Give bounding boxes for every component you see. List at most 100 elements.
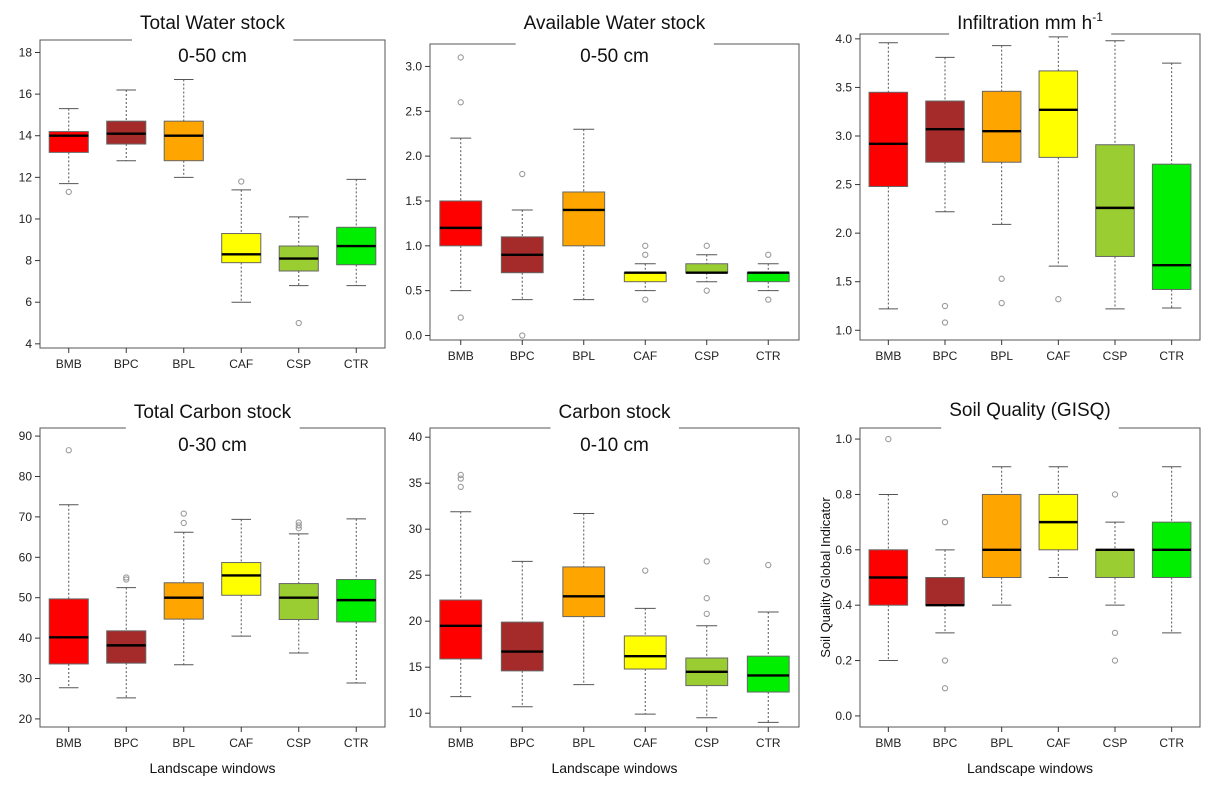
category-label: BMB	[875, 349, 901, 363]
category-label: CTR	[344, 736, 369, 750]
category-label: BMB	[56, 357, 82, 371]
box-iqr	[562, 191, 606, 247]
outlier-point	[765, 561, 772, 569]
y-tick-label: 0.2	[835, 654, 852, 668]
box-ctr	[746, 251, 790, 303]
category-label: CSP	[286, 357, 311, 371]
box-bpc	[106, 89, 147, 162]
category-label: CSP	[1103, 349, 1128, 363]
category-label: CSP	[694, 349, 719, 363]
y-tick-label: 10	[409, 706, 423, 720]
y-tick-label: 40	[409, 430, 423, 444]
box-iqr	[981, 493, 1022, 579]
category-label: BMB	[875, 736, 901, 750]
y-tick-label: 12	[19, 170, 33, 184]
outlier-point	[295, 522, 302, 529]
box-bpc	[500, 170, 544, 339]
chart-title: Infiltration mm h-1	[957, 10, 1103, 34]
y-tick-label: 30	[19, 672, 33, 686]
outlier-point	[457, 54, 464, 61]
y-tick-label: 3.5	[835, 80, 852, 94]
category-label: BPL	[172, 736, 195, 750]
box-iqr	[221, 562, 262, 596]
box-bpc	[106, 574, 147, 699]
category-label: CTR	[1159, 349, 1184, 363]
box-iqr	[500, 621, 544, 672]
title-gap	[131, 37, 294, 43]
category-label: BPL	[172, 357, 195, 371]
y-tick-label: 2.5	[835, 178, 852, 192]
outlier-point	[941, 302, 949, 310]
y-tick-label: 1.5	[405, 194, 422, 208]
title-gap	[125, 425, 300, 431]
y-tick-label: 4.0	[835, 32, 852, 46]
y-tick-label: 90	[19, 429, 33, 443]
box-iqr	[48, 598, 89, 665]
y-tick-label: 1.5	[835, 275, 852, 289]
box-bmb	[439, 471, 483, 698]
outlier-point	[519, 332, 526, 339]
title-gap	[550, 425, 679, 431]
y-tick-label: 14	[19, 129, 33, 143]
box-bmb	[868, 435, 909, 662]
chart-subtitle: 0-50 cm	[580, 46, 649, 67]
category-label: BPC	[933, 349, 958, 363]
box-caf	[221, 518, 262, 637]
category-label: CSP	[694, 736, 719, 750]
box-csp	[1095, 40, 1135, 310]
x-axis-label: Landscape windows	[967, 760, 1093, 776]
outlier-point	[642, 567, 649, 574]
box-caf	[1038, 466, 1079, 578]
x-axis-label: Landscape windows	[551, 760, 677, 776]
y-tick-label: 3.0	[835, 129, 852, 143]
y-tick-label: 3.0	[405, 59, 422, 73]
y-tick-label: 1.0	[405, 239, 422, 253]
outlier-point	[703, 595, 710, 602]
outlier-point	[642, 296, 649, 303]
category-label: CTR	[1159, 736, 1184, 750]
chart-title: Soil Quality (GISQ)	[949, 400, 1111, 421]
box-iqr	[925, 577, 965, 606]
box-bmb	[868, 42, 909, 310]
panel-6: Soil Quality (GISQ) 0.0 0.2 0.4 0.6 0.8 1.0 BMB…	[818, 400, 1201, 776]
y-tick-label: 16	[19, 87, 33, 101]
category-label: BPC	[933, 736, 958, 750]
category-label: BMB	[448, 349, 474, 363]
category-label: CAF	[229, 357, 253, 371]
box-ctr	[336, 178, 377, 287]
box-iqr	[685, 263, 729, 274]
y-axis-label: Soil Quality Global Indicator	[818, 497, 833, 658]
y-tick-label: 30	[409, 522, 423, 536]
category-label: CSP	[1103, 736, 1128, 750]
outlier-point	[765, 251, 772, 258]
outlier-point	[180, 519, 187, 527]
title-superscript: -1	[1092, 10, 1103, 24]
y-tick-label: 0.0	[405, 329, 422, 343]
y-tick-label: 0.5	[405, 284, 422, 298]
box-csp	[278, 216, 319, 327]
box-csp	[278, 519, 319, 654]
chart-subtitle: 0-10 cm	[580, 435, 649, 456]
outlier-point	[1111, 657, 1119, 664]
box-iqr	[439, 200, 483, 247]
outlier-point	[703, 242, 710, 249]
box-bpl	[163, 510, 204, 666]
y-tick-label: 35	[409, 476, 423, 490]
outlier-point	[457, 99, 464, 106]
plot-frame	[429, 427, 800, 728]
outlier-point	[765, 296, 772, 303]
box-iqr	[106, 630, 147, 664]
category-label: CAF	[1046, 349, 1070, 363]
outlier-point	[65, 447, 72, 454]
plot-frame	[39, 39, 386, 349]
box-iqr	[623, 272, 667, 283]
outlier-point	[998, 275, 1005, 282]
category-label: CTR	[344, 357, 369, 371]
category-label: CSP	[286, 736, 311, 750]
plot-frame	[859, 427, 1201, 728]
box-bpc	[925, 56, 965, 326]
outlier-point	[519, 170, 526, 178]
category-label: BPL	[990, 349, 1013, 363]
box-bpc	[925, 518, 965, 692]
